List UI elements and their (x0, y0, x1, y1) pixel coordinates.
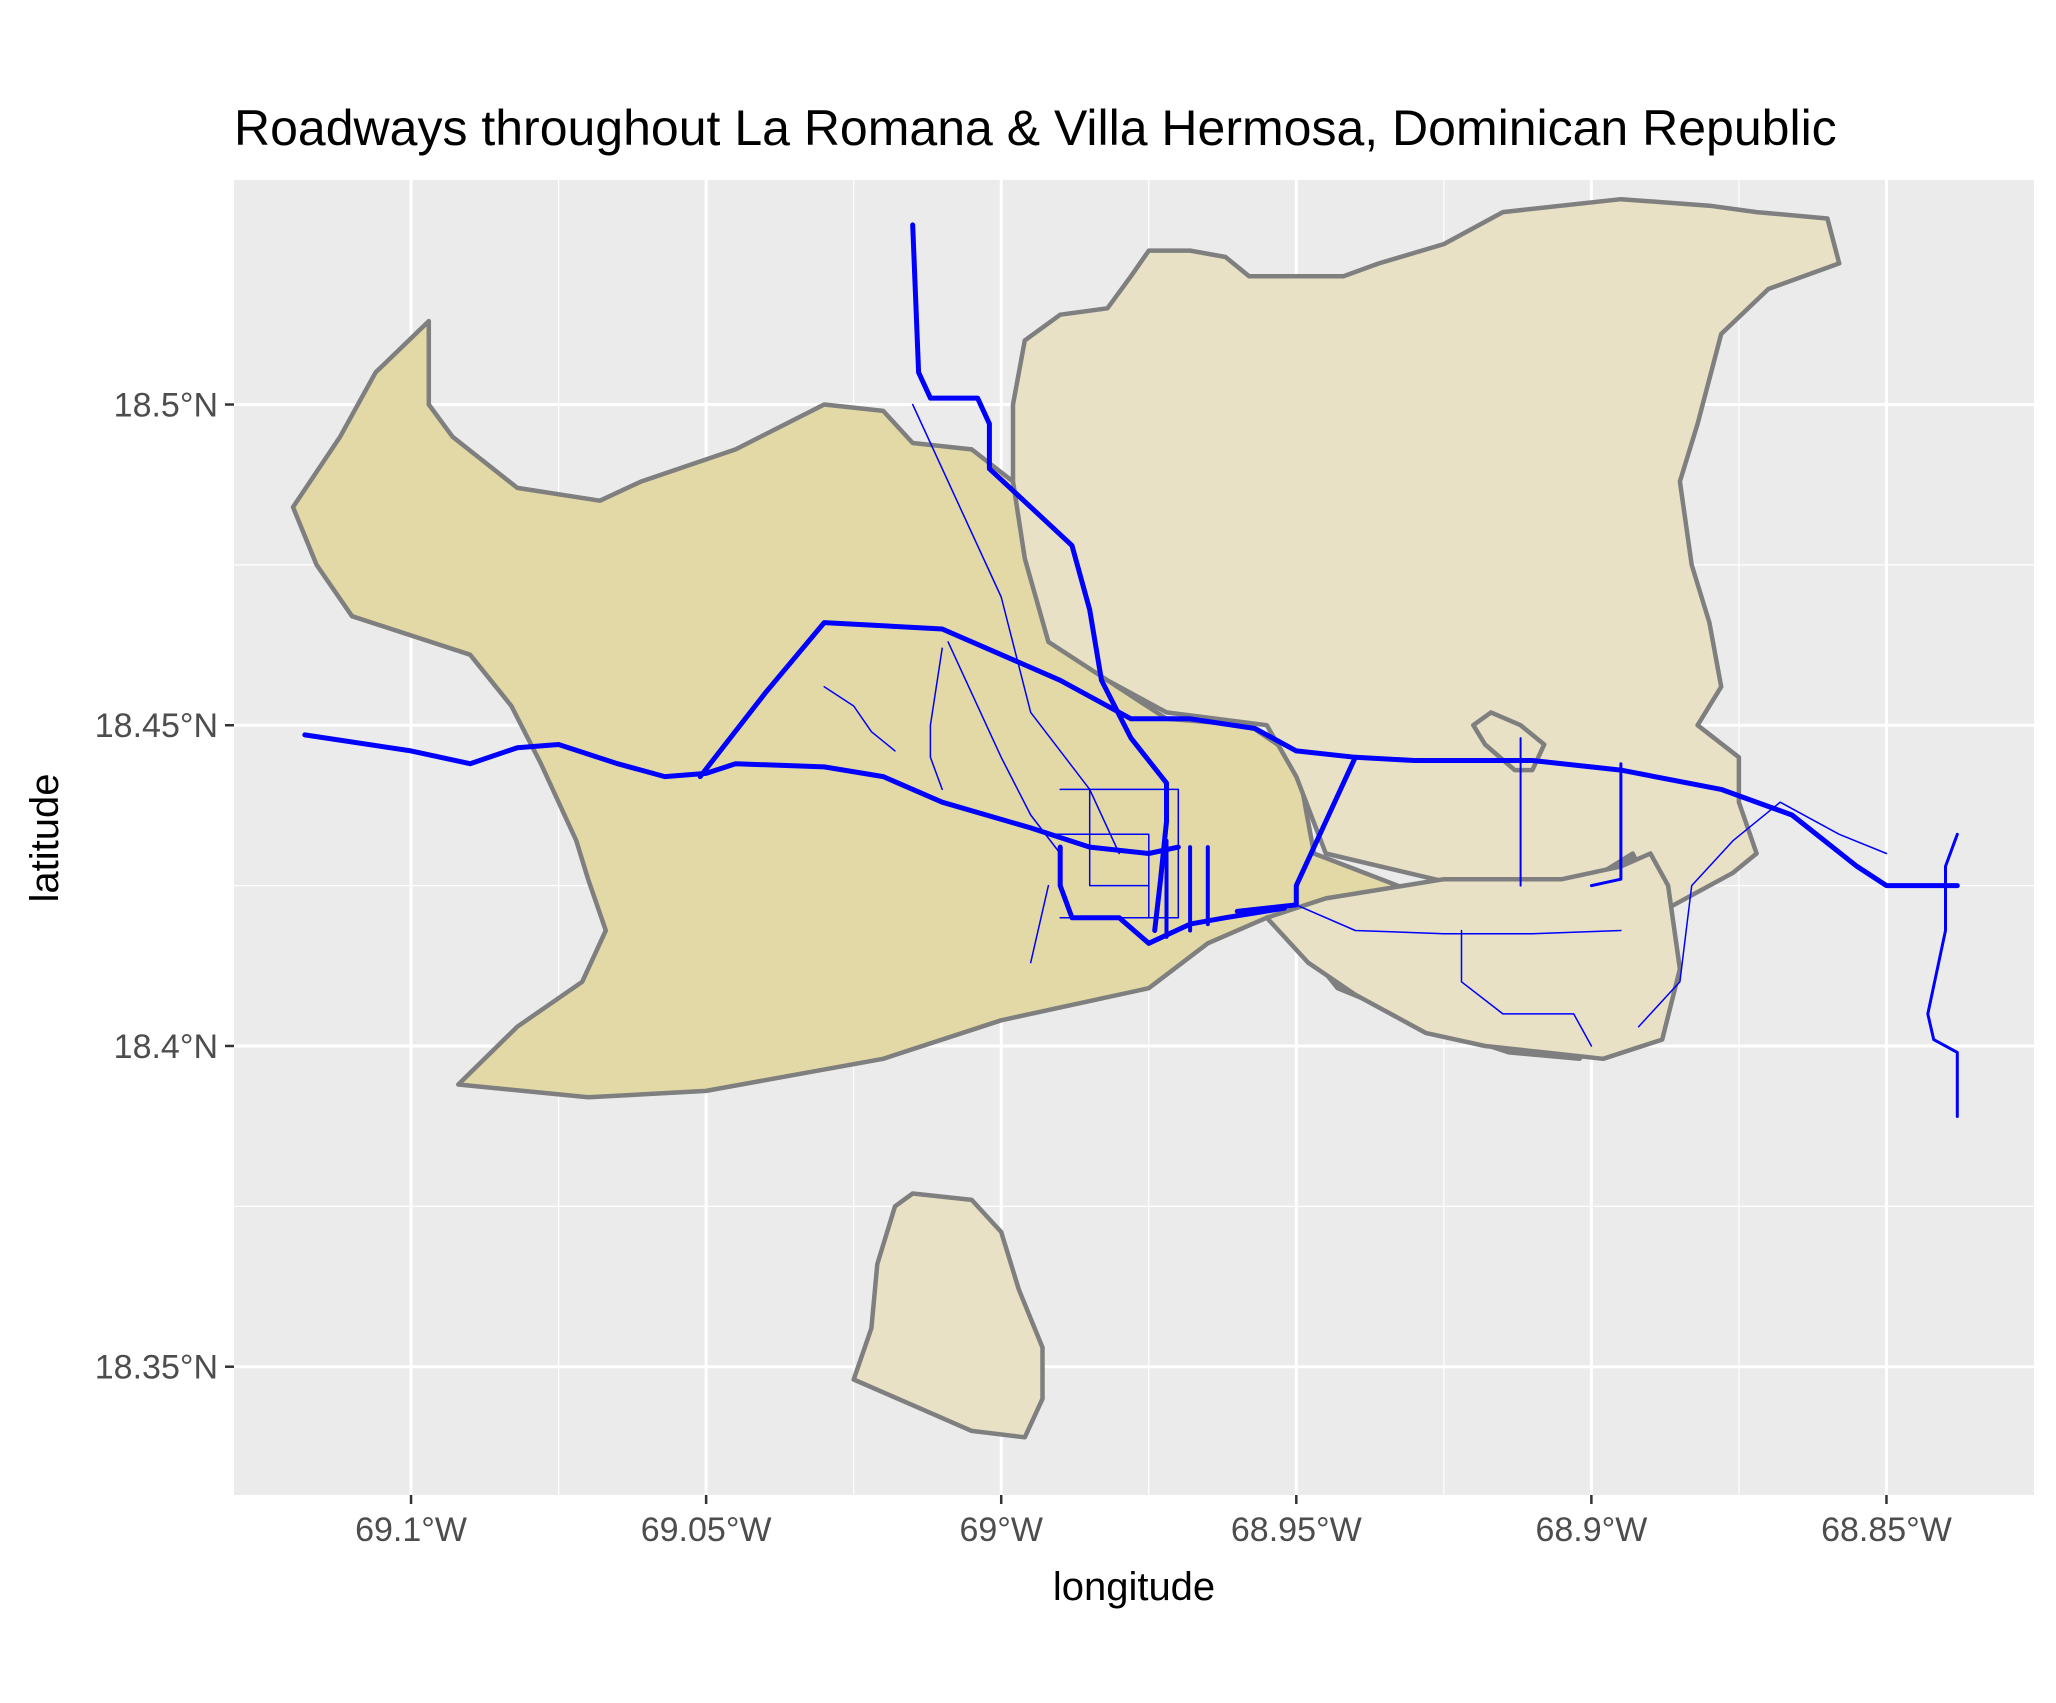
road-east-arterial (1589, 762, 1623, 888)
road-grid-c (1047, 833, 1150, 919)
road-east-fork (1637, 801, 1888, 1028)
road-inner-west (929, 647, 943, 791)
x-tick-label: 69°W (959, 1511, 1043, 1549)
road-grid-b (1088, 788, 1150, 887)
y-tick-label: 18.5°N (114, 387, 218, 425)
x-tick-label: 69.1°W (355, 1511, 467, 1549)
region-islet (1471, 710, 1547, 773)
region-island (851, 1191, 1045, 1440)
region-villa-hermosa-south (1264, 851, 1683, 1062)
y-tick-label: 18.4°N (114, 1028, 218, 1066)
road-city-loop (1057, 844, 1287, 946)
y-axis-ticks: 18.5°N 18.45°N 18.4°N 18.35°N (95, 387, 234, 1387)
road-inner-diag (947, 641, 1061, 855)
x-tick-label: 68.85°W (1821, 1511, 1952, 1549)
road-hwy-north-loop (697, 620, 1960, 889)
road-hwy-west (302, 732, 1181, 856)
x-axis-label: longitude (1053, 1565, 1215, 1609)
x-axis-ticks: 69.1°W 69.05°W 69°W 68.95°W 68.9°W 68.85°W (355, 1495, 1952, 1549)
road-coast-road (1295, 904, 1622, 935)
road-north-rail (911, 403, 1120, 855)
y-tick-label: 18.35°N (95, 1349, 218, 1387)
road-south-loop (1460, 929, 1593, 1047)
x-tick-label: 68.95°W (1231, 1511, 1362, 1549)
region-boundaries (290, 196, 1842, 1440)
road-hwy-southeast-spur (1926, 832, 1959, 1118)
map-title: Roadways throughout La Romana & Villa He… (234, 100, 1837, 156)
x-tick-label: 69.05°W (641, 1511, 772, 1549)
roadways (302, 222, 1960, 1118)
x-tick-label: 68.9°W (1535, 1511, 1647, 1549)
y-tick-label: 18.45°N (95, 707, 218, 745)
road-west-spur (1029, 884, 1050, 964)
road-grid-a (1059, 788, 1180, 919)
map-layer (290, 196, 1960, 1440)
region-villa-hermosa-north (1010, 196, 1842, 914)
y-axis-label: latitude (23, 774, 67, 903)
road-west-branch (823, 686, 896, 752)
road-hwy-north-spur (910, 222, 1169, 933)
